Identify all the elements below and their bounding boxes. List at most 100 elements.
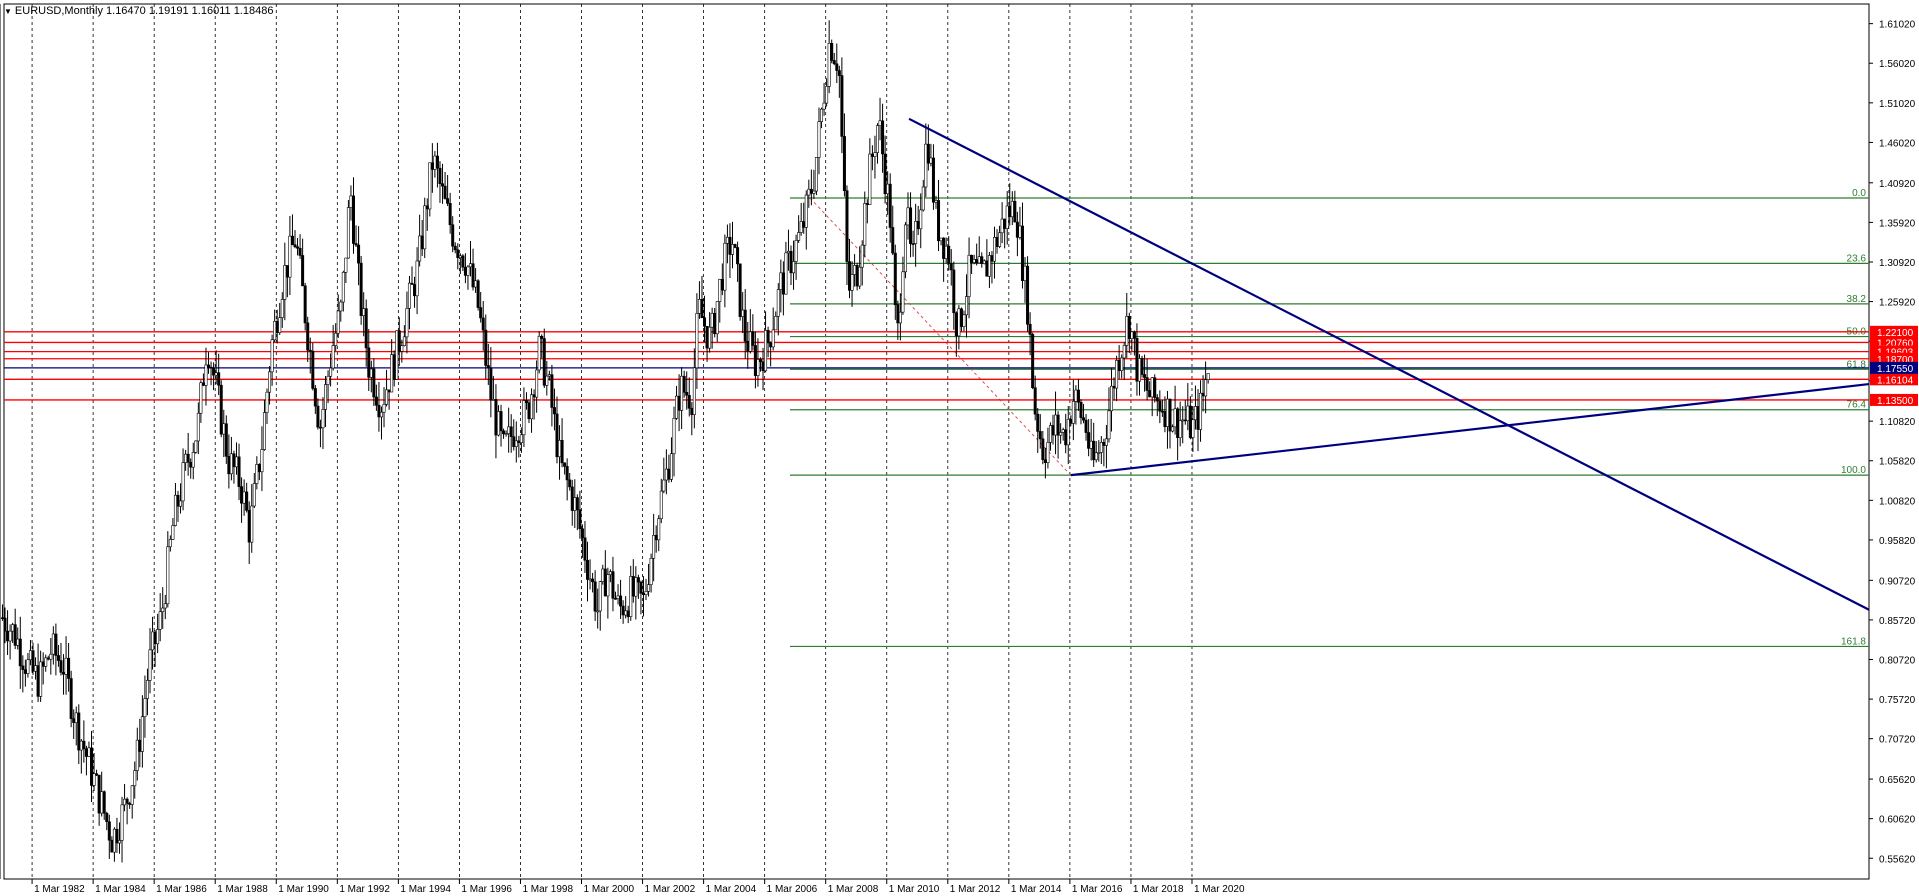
candle-body xyxy=(62,672,66,675)
candle-body xyxy=(1137,358,1141,382)
candle-body xyxy=(947,245,951,264)
candle-body xyxy=(797,232,801,241)
candle-body xyxy=(301,255,305,287)
candle-body xyxy=(418,235,422,262)
candle-body xyxy=(84,748,88,757)
candle-body xyxy=(738,263,742,317)
candle-body xyxy=(720,279,724,291)
candle-body xyxy=(1120,357,1124,371)
candle-body xyxy=(812,190,816,194)
candle-body xyxy=(1061,429,1065,433)
x-tick-label: 1 Mar 2008 xyxy=(828,884,879,895)
candle-body xyxy=(1191,419,1195,438)
candle-body xyxy=(606,574,610,597)
candle-body xyxy=(1071,401,1075,424)
candle-body xyxy=(911,243,915,245)
candle-body xyxy=(496,411,500,436)
ohlc-open: 1.16470 xyxy=(106,5,146,17)
candle-body xyxy=(1010,200,1014,218)
candle-body xyxy=(764,330,768,372)
candle-body xyxy=(369,368,373,378)
candle-body xyxy=(499,411,503,432)
candle-body xyxy=(410,282,414,285)
candle-body xyxy=(507,426,511,434)
candle-body xyxy=(324,384,328,410)
candle-body xyxy=(565,466,569,481)
candle-body xyxy=(682,375,686,393)
candle-body xyxy=(1084,419,1088,433)
candle-body xyxy=(840,75,844,137)
candle-body xyxy=(522,400,526,436)
candle-body xyxy=(176,494,180,507)
candle-body xyxy=(377,404,381,418)
ohlc-close: 1.18486 xyxy=(233,5,274,17)
candle-body xyxy=(191,452,195,468)
candle-body xyxy=(865,203,869,205)
candle-body xyxy=(349,195,353,208)
candle-body xyxy=(265,391,269,413)
candle-body xyxy=(1178,420,1182,439)
candle-body xyxy=(519,434,523,444)
candle-body xyxy=(532,394,536,398)
candle-body xyxy=(751,331,755,346)
candle-body xyxy=(374,396,378,406)
candle-body xyxy=(1076,389,1080,403)
candle-body xyxy=(1074,389,1078,402)
candle-body xyxy=(575,497,579,511)
candle-body xyxy=(944,245,948,259)
candle-body xyxy=(425,205,429,210)
collapse-triangle-icon[interactable]: ▼ xyxy=(4,7,12,16)
candle-body xyxy=(591,578,595,583)
y-tick-label: 1.40920 xyxy=(1879,179,1916,190)
candle-body xyxy=(616,595,620,600)
candle-body xyxy=(758,359,762,363)
candle-body xyxy=(237,456,241,487)
candle-body xyxy=(1069,418,1073,424)
candle-body xyxy=(855,265,859,287)
x-tick-label: 1 Mar 2002 xyxy=(645,884,696,895)
candle-body xyxy=(382,403,386,413)
candle-body xyxy=(346,207,350,259)
candle-body xyxy=(1112,385,1116,389)
candle-body xyxy=(703,317,707,327)
candle-body xyxy=(860,244,864,268)
candle-body xyxy=(509,426,513,437)
fib-level-label: 100.0 xyxy=(1841,465,1866,476)
candle-body xyxy=(359,262,363,316)
candle-body xyxy=(168,539,172,548)
y-tick-label: 1.00820 xyxy=(1879,496,1916,507)
candle-body xyxy=(916,221,920,230)
ohlc-high: 1.19191 xyxy=(148,5,189,17)
candle-body xyxy=(583,537,587,561)
candle-body xyxy=(308,349,312,352)
candle-body xyxy=(1188,405,1192,438)
candle-body xyxy=(934,200,938,203)
candle-body xyxy=(921,186,925,211)
candle-body xyxy=(1041,438,1045,460)
candle-body xyxy=(1046,442,1050,463)
candle-body xyxy=(896,304,900,324)
candle-body xyxy=(1117,360,1121,371)
x-tick-label: 1 Mar 2016 xyxy=(1072,884,1123,895)
candle-body xyxy=(705,325,709,349)
candle-body xyxy=(158,611,162,630)
candle-body xyxy=(117,840,121,844)
candle-body xyxy=(1005,205,1009,229)
candle-body xyxy=(512,436,516,447)
y-tick-label: 1.46020 xyxy=(1879,138,1916,149)
candle-body xyxy=(535,369,539,398)
candle-body xyxy=(1066,418,1070,446)
candle-body xyxy=(771,329,775,348)
candle-body xyxy=(939,237,943,242)
candle-body xyxy=(494,399,498,436)
candle-body xyxy=(364,308,368,349)
trendline xyxy=(1070,382,1870,477)
price-tag xyxy=(1870,361,1918,374)
candle-body xyxy=(830,43,834,61)
candle-body xyxy=(351,195,355,244)
candle-body xyxy=(962,314,966,327)
candle-body xyxy=(669,453,673,480)
candle-body xyxy=(1153,377,1157,398)
